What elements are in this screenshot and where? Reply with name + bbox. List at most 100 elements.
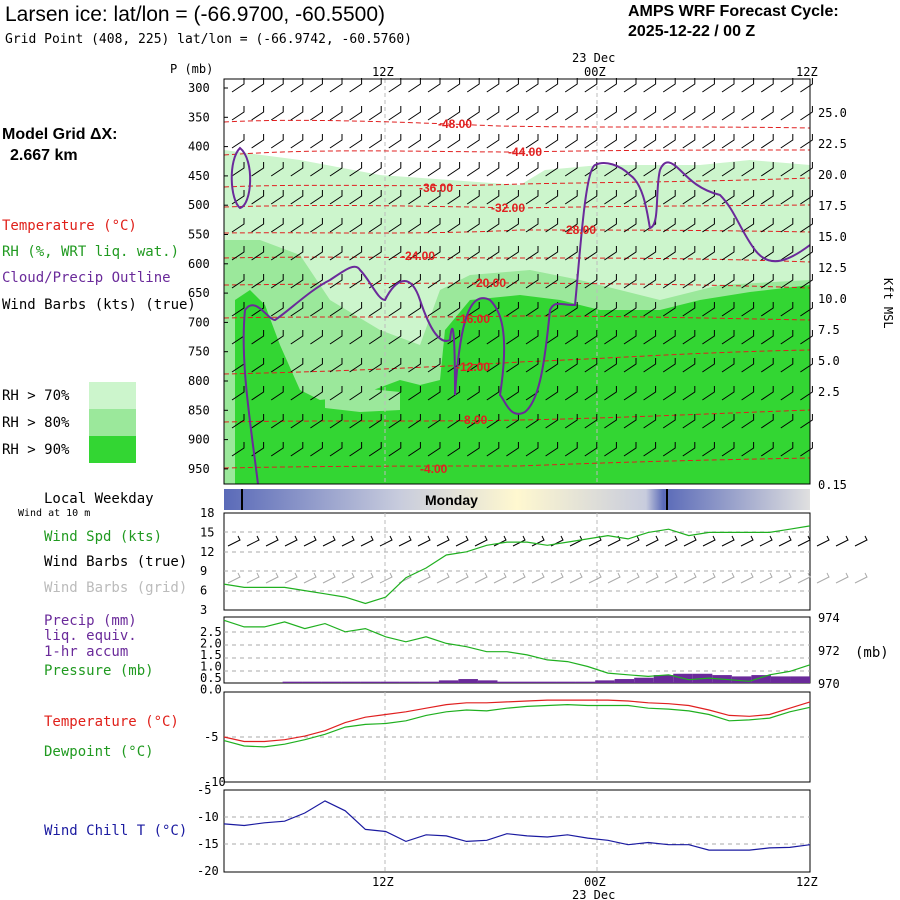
precip-tick-label: 2.0 xyxy=(200,637,222,651)
label-wind-barbs-grid: Wind Barbs (grid) xyxy=(44,580,188,596)
wind-barb xyxy=(584,190,598,205)
wind-barb xyxy=(780,246,794,261)
wind-barb xyxy=(545,106,559,121)
wind-barb xyxy=(388,330,402,345)
local-weekday-label: Local Weekday xyxy=(44,491,154,507)
wind-barb xyxy=(251,274,265,289)
contour-label: -28.00 xyxy=(562,223,596,237)
grid-wind-barb xyxy=(721,572,735,584)
grid-wind-barb xyxy=(702,572,716,584)
wind-barb xyxy=(368,330,382,345)
label-precip-accum: 1-hr accum xyxy=(44,644,129,660)
legend-rh70-swatch xyxy=(89,382,136,409)
wind-barb xyxy=(702,162,715,177)
wind-barb xyxy=(780,106,794,121)
wind-barb xyxy=(662,190,676,205)
wind-barb xyxy=(270,134,284,149)
sfc-wind-barb xyxy=(436,535,450,547)
contour-28 xyxy=(223,229,811,234)
precip-yticks: 2.52.01.51.00.50.0 974 972 970 xyxy=(200,611,840,697)
grid-point-subtitle: Grid Point (408, 225) lat/lon = (-66.974… xyxy=(5,32,412,47)
wind-barb xyxy=(780,358,794,373)
height-tick-label: 5.0 xyxy=(818,354,840,368)
legend-rh80-label: RH > 80% xyxy=(2,415,70,431)
wind-barb xyxy=(545,442,559,457)
wind-barb xyxy=(368,134,382,149)
forecast-cycle-label: AMPS WRF Forecast Cycle: xyxy=(628,3,839,20)
wind-barb xyxy=(251,358,265,373)
wind-barb xyxy=(427,162,441,177)
grid-wind-barb xyxy=(417,572,431,584)
wind-barb xyxy=(310,358,323,373)
precip-bar xyxy=(731,676,752,683)
wind-barb xyxy=(310,386,323,401)
wind-barb xyxy=(368,302,382,317)
legend-cloud-outline: Cloud/Precip Outline xyxy=(2,270,171,286)
wind-barb xyxy=(388,190,402,205)
label-precip-liq: liq. equiv. xyxy=(44,628,137,644)
wind-barb xyxy=(310,246,323,261)
precip-bar xyxy=(419,681,439,683)
wind-barb xyxy=(780,274,794,289)
sfc-wind-barb xyxy=(303,535,317,547)
wind-barb xyxy=(408,162,421,177)
wind-barb xyxy=(408,442,421,457)
wind-barb xyxy=(682,246,696,261)
wind-barb xyxy=(251,162,265,177)
sfc-wind-barb xyxy=(474,535,488,547)
wind-barb xyxy=(564,134,578,149)
pressure-tick-label: 970 xyxy=(818,677,840,691)
wind-barb xyxy=(506,162,519,177)
grid-wind-barb xyxy=(322,572,336,584)
grid-wind-barb xyxy=(284,572,298,584)
wind-barb xyxy=(329,106,343,121)
wind-barb xyxy=(349,162,363,177)
precip-tick-label: 1.0 xyxy=(200,660,222,674)
wind-barb xyxy=(800,442,813,457)
wind-barb xyxy=(721,218,735,233)
wind-barb xyxy=(408,386,421,401)
bottom-time-label: 12Z xyxy=(796,875,818,889)
wind-barb xyxy=(525,358,539,373)
wind-barb xyxy=(741,442,755,457)
wind-barb xyxy=(427,78,441,93)
wind-barb xyxy=(760,134,774,149)
wind-barb xyxy=(270,330,284,345)
wind-barb xyxy=(506,134,519,149)
grid-wind-barb xyxy=(474,572,488,584)
wind-barb xyxy=(780,78,794,93)
wind-barb xyxy=(545,358,559,373)
grid-wind-barb xyxy=(512,572,526,584)
wind-barb xyxy=(270,358,284,373)
wind-at-label: Wind at 10 m xyxy=(18,508,91,519)
label-pressure: Pressure (mb) xyxy=(44,663,154,679)
pressure-tick-label: 950 xyxy=(188,462,210,476)
sfc-wind-barb xyxy=(379,535,393,547)
wind-barb xyxy=(741,414,755,429)
pressure-tick-label: 400 xyxy=(188,140,210,154)
sfc-wind-barb xyxy=(284,535,298,547)
wind-barb xyxy=(525,442,539,457)
wind-barb xyxy=(780,190,794,205)
wind-barb xyxy=(682,414,696,429)
grid-wind-barb xyxy=(303,572,317,584)
chart-title: Larsen ice: lat/lon = (-66.9700, -60.550… xyxy=(5,3,385,26)
temperature-line xyxy=(223,699,811,743)
wind-barb xyxy=(290,302,304,317)
wind-barb xyxy=(349,190,363,205)
wind-barb xyxy=(780,218,794,233)
wind-barb xyxy=(270,442,284,457)
wind-barb xyxy=(760,190,774,205)
wind-barb xyxy=(643,190,657,205)
wind-barb xyxy=(682,274,696,289)
sfc-wind-barb xyxy=(797,535,811,547)
temp-tick-label: -5 xyxy=(204,730,218,744)
precip-bar xyxy=(517,681,537,683)
pressure-tick-label: 500 xyxy=(188,198,210,212)
pressure-tick-label: 450 xyxy=(188,169,210,183)
wind-barb xyxy=(427,218,441,233)
wind-barb xyxy=(623,134,637,149)
wind-barb xyxy=(427,330,441,345)
wind-barb xyxy=(506,106,519,121)
precip-bar xyxy=(595,680,615,683)
